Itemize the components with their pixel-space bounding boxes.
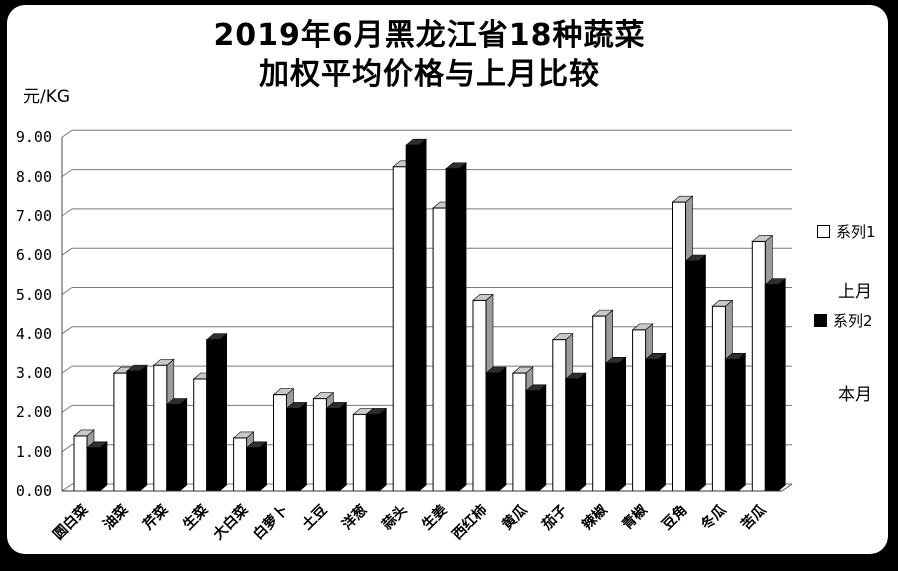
chart-title: 2019年6月黑龙江省18种蔬菜 加权平均价格与上月比较 [7,16,852,94]
y-axis-tick-label: 3.00 [15,364,52,383]
y-axis-tick-label: 0.00 [15,482,52,500]
chart-title-line2: 加权平均价格与上月比较 [259,57,600,92]
y-axis-tick-label: 1.00 [15,442,52,461]
chart-title-line1: 2019年6月黑龙江省18种蔬菜 [213,18,646,53]
y-axis-tick-label: 2.00 [15,403,52,422]
y-axis-tick-label: 6.00 [15,246,52,265]
y-axis-tick-label: 7.00 [15,206,52,225]
y-axis-tick-label: 5.00 [15,285,52,304]
y-axis-tick-label: 8.00 [15,167,52,186]
legend-item-series2: 系列2 [814,310,873,331]
legend-item-series1: 系列1 [817,221,876,242]
legend-series1-label: 系列1 [836,223,876,241]
y-axis-tick-label: 4.00 [15,324,52,343]
series1-white-square-icon [817,225,830,238]
legend-series2-label: 系列2 [833,312,873,330]
series2-black-square-icon [814,314,827,327]
y-axis-tick-label: 9.00 [15,128,52,147]
y-axis-unit-label: 元/KG [23,87,71,107]
legend-series1-meaning: 上月 [838,282,872,302]
legend-series2-meaning: 本月 [838,385,872,405]
